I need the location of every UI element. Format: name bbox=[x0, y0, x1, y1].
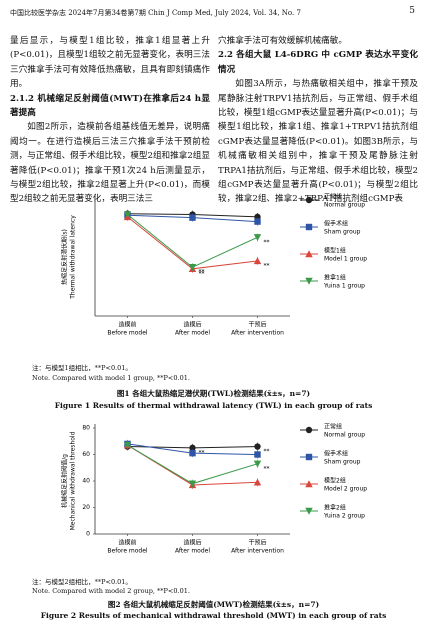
marker bbox=[188, 480, 197, 488]
figure-caption-en: Figure 2 Results of mechanical withdrawa… bbox=[40, 611, 387, 620]
marker bbox=[254, 451, 261, 458]
legend-label: 模型2组 bbox=[324, 477, 346, 485]
figure-1-chart: 热缩足反射潜伏期(s) Thermal withdrawal latency 造模前… bbox=[61, 193, 368, 337]
x-tick-label: 造模前 bbox=[118, 321, 136, 329]
x-tick-label-en: After model bbox=[175, 548, 210, 555]
legend-label-en: Normal group bbox=[324, 432, 365, 439]
legend-label: 正常组 bbox=[324, 423, 342, 431]
marker bbox=[189, 449, 196, 457]
y-tick-label: 40 bbox=[82, 478, 90, 485]
legend-label-en: Yuina 1 group bbox=[323, 283, 365, 290]
y-axis-label: 热缩足反射潜伏期(s) bbox=[61, 229, 69, 285]
marker bbox=[189, 214, 196, 221]
legend-label: 模型1组 bbox=[324, 247, 346, 255]
section-heading: 2.2 各组大鼠 L4-6DRG 中 cGMP 表达水平变化情况 bbox=[218, 50, 418, 75]
figure-caption: 图2 各组大鼠机械缩足反射阈值(MWT)检测结果(x̄±s，n=7) bbox=[107, 600, 320, 609]
legend-label-en: Sham group bbox=[324, 459, 361, 466]
x-tick-label-en: After intervention bbox=[231, 330, 284, 337]
x-tick-label: 干预后 bbox=[248, 539, 266, 547]
y-axis-label: 机械缩足反射阈值/g bbox=[61, 454, 69, 508]
marker bbox=[253, 234, 262, 242]
paragraph: 穴推拿手法可有效缓解机械痛敏。 bbox=[218, 36, 347, 46]
legend-label-en: Yuina 2 group bbox=[323, 513, 365, 520]
significance: ** bbox=[264, 262, 270, 269]
significance: ** bbox=[264, 465, 270, 472]
marker bbox=[305, 453, 313, 461]
y-axis-label-en: Mechanical withdrawal threshold bbox=[70, 431, 77, 530]
figure-caption-en: Figure 1 Results of thermal withdrawal l… bbox=[54, 401, 373, 410]
figure-2-chart: 0 20 40 60 80 机械缩足反射阈值/g Mechanical withdrawal… bbox=[61, 423, 368, 555]
significance: ** bbox=[264, 448, 270, 455]
legend-label: 正常组 bbox=[324, 193, 342, 201]
figure-caption: 图1 各组大鼠热缩足潜伏期(TWL)检测结果(x̄±s，n=7) bbox=[116, 389, 311, 398]
legend-label: 推拿2组 bbox=[324, 504, 346, 512]
marker bbox=[254, 218, 261, 225]
y-axis-label-en: Thermal withdrawal latency bbox=[70, 215, 77, 300]
marker bbox=[305, 507, 313, 515]
x-tick-label-en: Before model bbox=[107, 548, 148, 555]
right-column: 穴推拿手法可有效缓解机械痛敏。 2.2 各组大鼠 L4-6DRG 中 cGMP … bbox=[218, 34, 418, 207]
marker bbox=[123, 211, 132, 219]
paragraph: 如图2所示，造模前各组基线值无差异，说明痛阈均一。在进行造模后三法三穴推拿手法干… bbox=[10, 122, 210, 205]
series-line bbox=[127, 216, 258, 270]
x-tick-label: 造模后 bbox=[183, 321, 201, 329]
figure-note: 注：与模型2组相比，**P<0.01。 bbox=[32, 578, 132, 586]
legend-label-en: Model 2 group bbox=[324, 486, 367, 493]
y-tick-label: 60 bbox=[82, 451, 90, 458]
marker bbox=[253, 478, 262, 486]
marker bbox=[189, 444, 196, 452]
marker bbox=[305, 223, 313, 231]
x-tick-label-en: After intervention bbox=[231, 548, 284, 555]
left-column: 量后显示，与模型1组比较，推拿1组显著上升(P<0.01)，且模型1组较之前无显… bbox=[10, 34, 210, 207]
significance: ** bbox=[264, 239, 270, 246]
marker bbox=[253, 257, 262, 265]
x-tick-label: 造模后 bbox=[183, 539, 201, 547]
figure-note-en: Note. Compared with model 1 group, **P<0… bbox=[32, 374, 190, 382]
significance: ** bbox=[199, 270, 205, 277]
legend-label-en: Model 1 group bbox=[324, 256, 367, 263]
figure-note: 注：与模型1组相比，**P<0.01。 bbox=[32, 364, 132, 372]
significance: ** bbox=[199, 269, 205, 276]
section-heading: 2.1.2 机械缩足反射阈值(MWT)在推拿后24 h显著提高 bbox=[10, 93, 210, 119]
y-tick-label: 0 bbox=[86, 531, 90, 538]
page-number: 5 bbox=[409, 6, 415, 16]
marker bbox=[305, 277, 313, 285]
paragraph: 量后显示，与模型1组比较，推拿1组显著上升(P<0.01)，且模型1组较之前无显… bbox=[10, 36, 210, 90]
marker bbox=[188, 264, 197, 271]
figure-note-en: Note. Compared with model 2 group, **P<0… bbox=[32, 587, 190, 595]
running-header: 中国比较医学杂志 2024年7月第34卷第7期 Chin J Comp Med,… bbox=[10, 9, 301, 17]
marker bbox=[123, 442, 132, 449]
marker bbox=[305, 480, 313, 488]
legend-label: 假手术组 bbox=[324, 220, 348, 228]
marker bbox=[253, 460, 262, 468]
legend-label: 推拿1组 bbox=[324, 274, 346, 282]
series-line bbox=[127, 214, 258, 268]
y-tick-label: 80 bbox=[82, 425, 90, 432]
legend-label: 假手术组 bbox=[324, 450, 348, 458]
x-tick-label: 造模前 bbox=[118, 539, 136, 547]
y-tick-label: 20 bbox=[82, 504, 90, 511]
x-tick-label: 干预后 bbox=[248, 321, 266, 329]
marker bbox=[305, 196, 313, 204]
x-tick-label-en: After model bbox=[175, 330, 210, 337]
legend-label-en: Sham group bbox=[324, 229, 361, 236]
legend-label-en: Normal group bbox=[324, 202, 365, 209]
marker bbox=[305, 426, 313, 434]
marker bbox=[305, 250, 313, 258]
marker bbox=[254, 443, 261, 450]
x-tick-label-en: Before model bbox=[107, 330, 148, 337]
